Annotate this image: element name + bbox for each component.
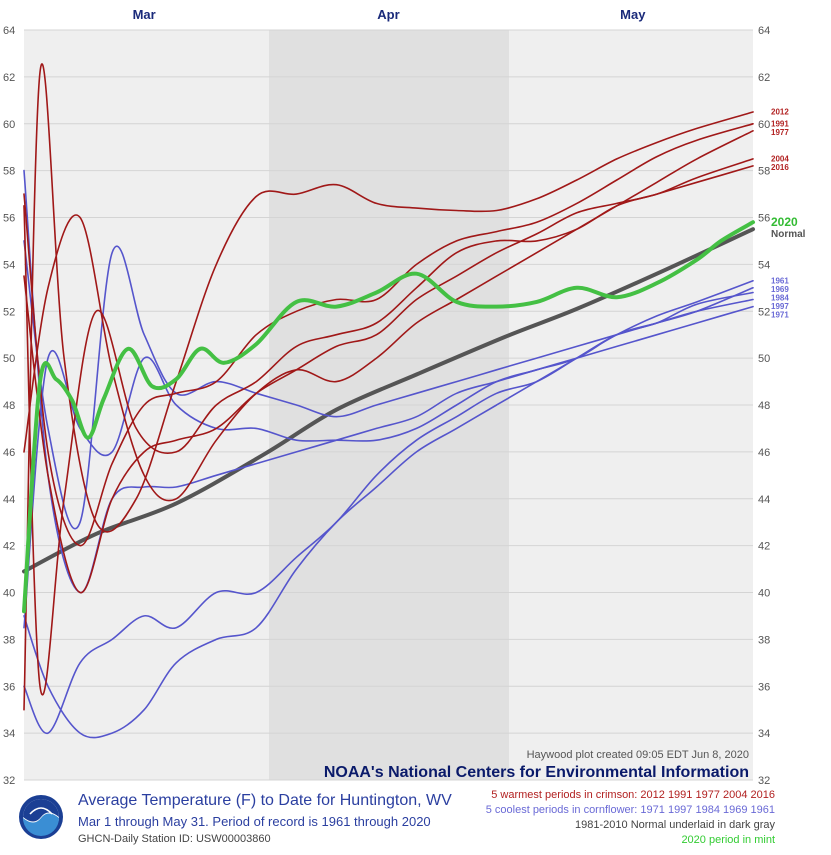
legend-cool: 5 coolest periods in cornflower: 1971 19… (485, 804, 775, 816)
y-tick-label-right: 54 (758, 259, 770, 271)
y-tick-label-right: 64 (758, 25, 770, 37)
y-tick-label-right: 48 (758, 400, 770, 412)
series-line-1991 (23, 123, 754, 547)
y-tick-label: 48 (3, 400, 15, 412)
y-tick-label-right: 50 (758, 353, 770, 365)
series-line-1961 (23, 280, 754, 739)
y-axis-right: 32 34 36 38 40 42 44 46 48 50 52 54 56 58 60 62 64 (758, 25, 770, 787)
y-tick-label: 32 (3, 775, 15, 787)
month-labels: Mar Apr May (133, 7, 647, 22)
series-line-2016 (23, 165, 754, 696)
series-line-2020 (22, 220, 755, 614)
y-tick-label: 34 (3, 728, 15, 740)
y-tick-label-right: 36 (758, 681, 770, 693)
y-tick-label-right: 32 (758, 775, 770, 787)
y-tick-label-right: 42 (758, 541, 770, 553)
chart-title: Average Temperature (F) to Date for Hunt… (78, 792, 452, 809)
legend-normal: 1981-2010 Normal underlaid in dark gray (575, 819, 775, 831)
legend-current: 2020 period in mint (681, 834, 775, 846)
station-id: GHCN-Daily Station ID: USW00003860 (78, 833, 271, 845)
temperature-chart: Mar Apr May 32 34 36 38 40 42 44 46 48 50 52 54 56 58 60… (3, 7, 806, 787)
legend-warm: 5 warmest periods in crimson: 2012 1991 … (491, 789, 775, 801)
noaa-logo-icon (19, 795, 63, 839)
y-tick-label-right: 46 (758, 447, 770, 459)
y-tick-label-right: 40 (758, 588, 770, 600)
series-end-label-1997: 1997 (771, 302, 789, 311)
series-end-label-2020: 2020 (771, 215, 798, 229)
series-end-label-2012: 2012 (771, 108, 789, 117)
series-end-label-1977: 1977 (771, 128, 789, 137)
chart-subtitle: Mar 1 through May 31. Period of record i… (78, 814, 431, 829)
series-end-label-1971: 1971 (771, 310, 789, 319)
month-label: May (620, 7, 646, 22)
series-layer (22, 63, 755, 739)
y-tick-label: 58 (3, 166, 15, 178)
y-tick-label: 44 (3, 494, 15, 506)
y-tick-label: 52 (3, 306, 15, 318)
series-end-label-1984: 1984 (771, 293, 789, 302)
series-end-label-2016: 2016 (771, 163, 789, 172)
series-end-label-1969: 1969 (771, 285, 789, 294)
y-tick-label: 54 (3, 259, 15, 271)
y-tick-label: 64 (3, 25, 15, 37)
y-tick-label-right: 60 (758, 119, 770, 131)
y-tick-label: 40 (3, 588, 15, 600)
y-tick-label-right: 62 (758, 72, 770, 84)
y-tick-label-right: 38 (758, 634, 770, 646)
series-end-label-normal: Normal (771, 229, 806, 240)
month-label: Mar (133, 7, 156, 22)
series-line-1997 (23, 240, 754, 530)
y-tick-label-right: 52 (758, 306, 770, 318)
y-tick-label-right: 34 (758, 728, 770, 740)
y-tick-label: 38 (3, 634, 15, 646)
y-axis-left: 32 34 36 38 40 42 44 46 48 50 52 54 56 58 60 62 64 (3, 25, 15, 787)
organization-text: NOAA's National Centers for Environmenta… (324, 764, 749, 781)
month-label: Apr (377, 7, 399, 22)
series-line-normal (22, 227, 755, 574)
series-line-2012 (23, 63, 754, 711)
chart-footer: Average Temperature (F) to Date for Hunt… (0, 788, 831, 855)
series-end-label-1961: 1961 (771, 276, 789, 285)
y-tick-label-right: 58 (758, 166, 770, 178)
series-end-label-1991: 1991 (771, 119, 789, 128)
credit-text: Haywood plot created 09:05 EDT Jun 8, 20… (527, 749, 749, 761)
series-line-2004 (23, 158, 754, 594)
y-tick-label: 46 (3, 447, 15, 459)
y-tick-label: 62 (3, 72, 15, 84)
series-end-label-2004: 2004 (771, 155, 789, 164)
y-tick-label: 50 (3, 353, 15, 365)
y-tick-label-right: 44 (758, 494, 770, 506)
y-tick-label-right: 56 (758, 213, 770, 225)
y-tick-label: 42 (3, 541, 15, 553)
y-tick-label: 56 (3, 213, 15, 225)
y-tick-label: 60 (3, 119, 15, 131)
y-tick-label: 36 (3, 681, 15, 693)
series-end-labels: 201219911977200420162020Normal1961196919… (771, 108, 806, 320)
